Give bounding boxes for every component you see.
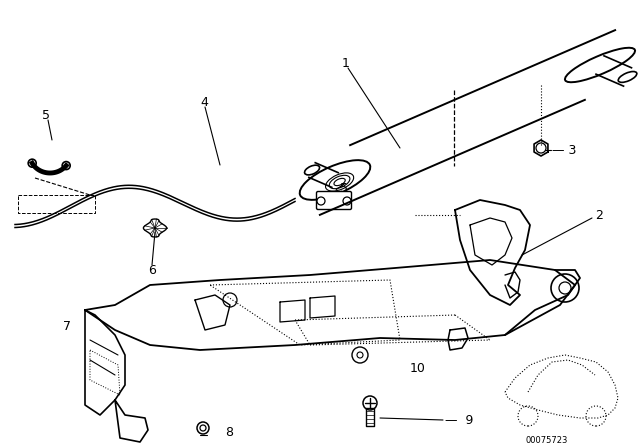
Text: 6: 6	[148, 263, 156, 276]
FancyBboxPatch shape	[317, 191, 351, 210]
Text: 2: 2	[595, 208, 603, 221]
Circle shape	[197, 422, 209, 434]
Text: 1: 1	[342, 56, 350, 69]
Text: 7: 7	[63, 319, 71, 332]
Circle shape	[317, 197, 325, 205]
Circle shape	[62, 162, 70, 170]
Circle shape	[363, 396, 377, 410]
Circle shape	[343, 197, 351, 205]
Text: 5: 5	[42, 108, 50, 121]
Text: 5: 5	[340, 181, 348, 194]
Text: 4: 4	[200, 95, 208, 108]
Text: 00075723: 00075723	[525, 435, 568, 444]
Text: 8: 8	[225, 426, 233, 439]
Text: 10: 10	[410, 362, 426, 375]
Ellipse shape	[618, 72, 637, 82]
Ellipse shape	[305, 165, 319, 175]
Circle shape	[28, 159, 36, 167]
Text: — 3: — 3	[552, 143, 577, 156]
Text: —  9: — 9	[445, 414, 474, 426]
